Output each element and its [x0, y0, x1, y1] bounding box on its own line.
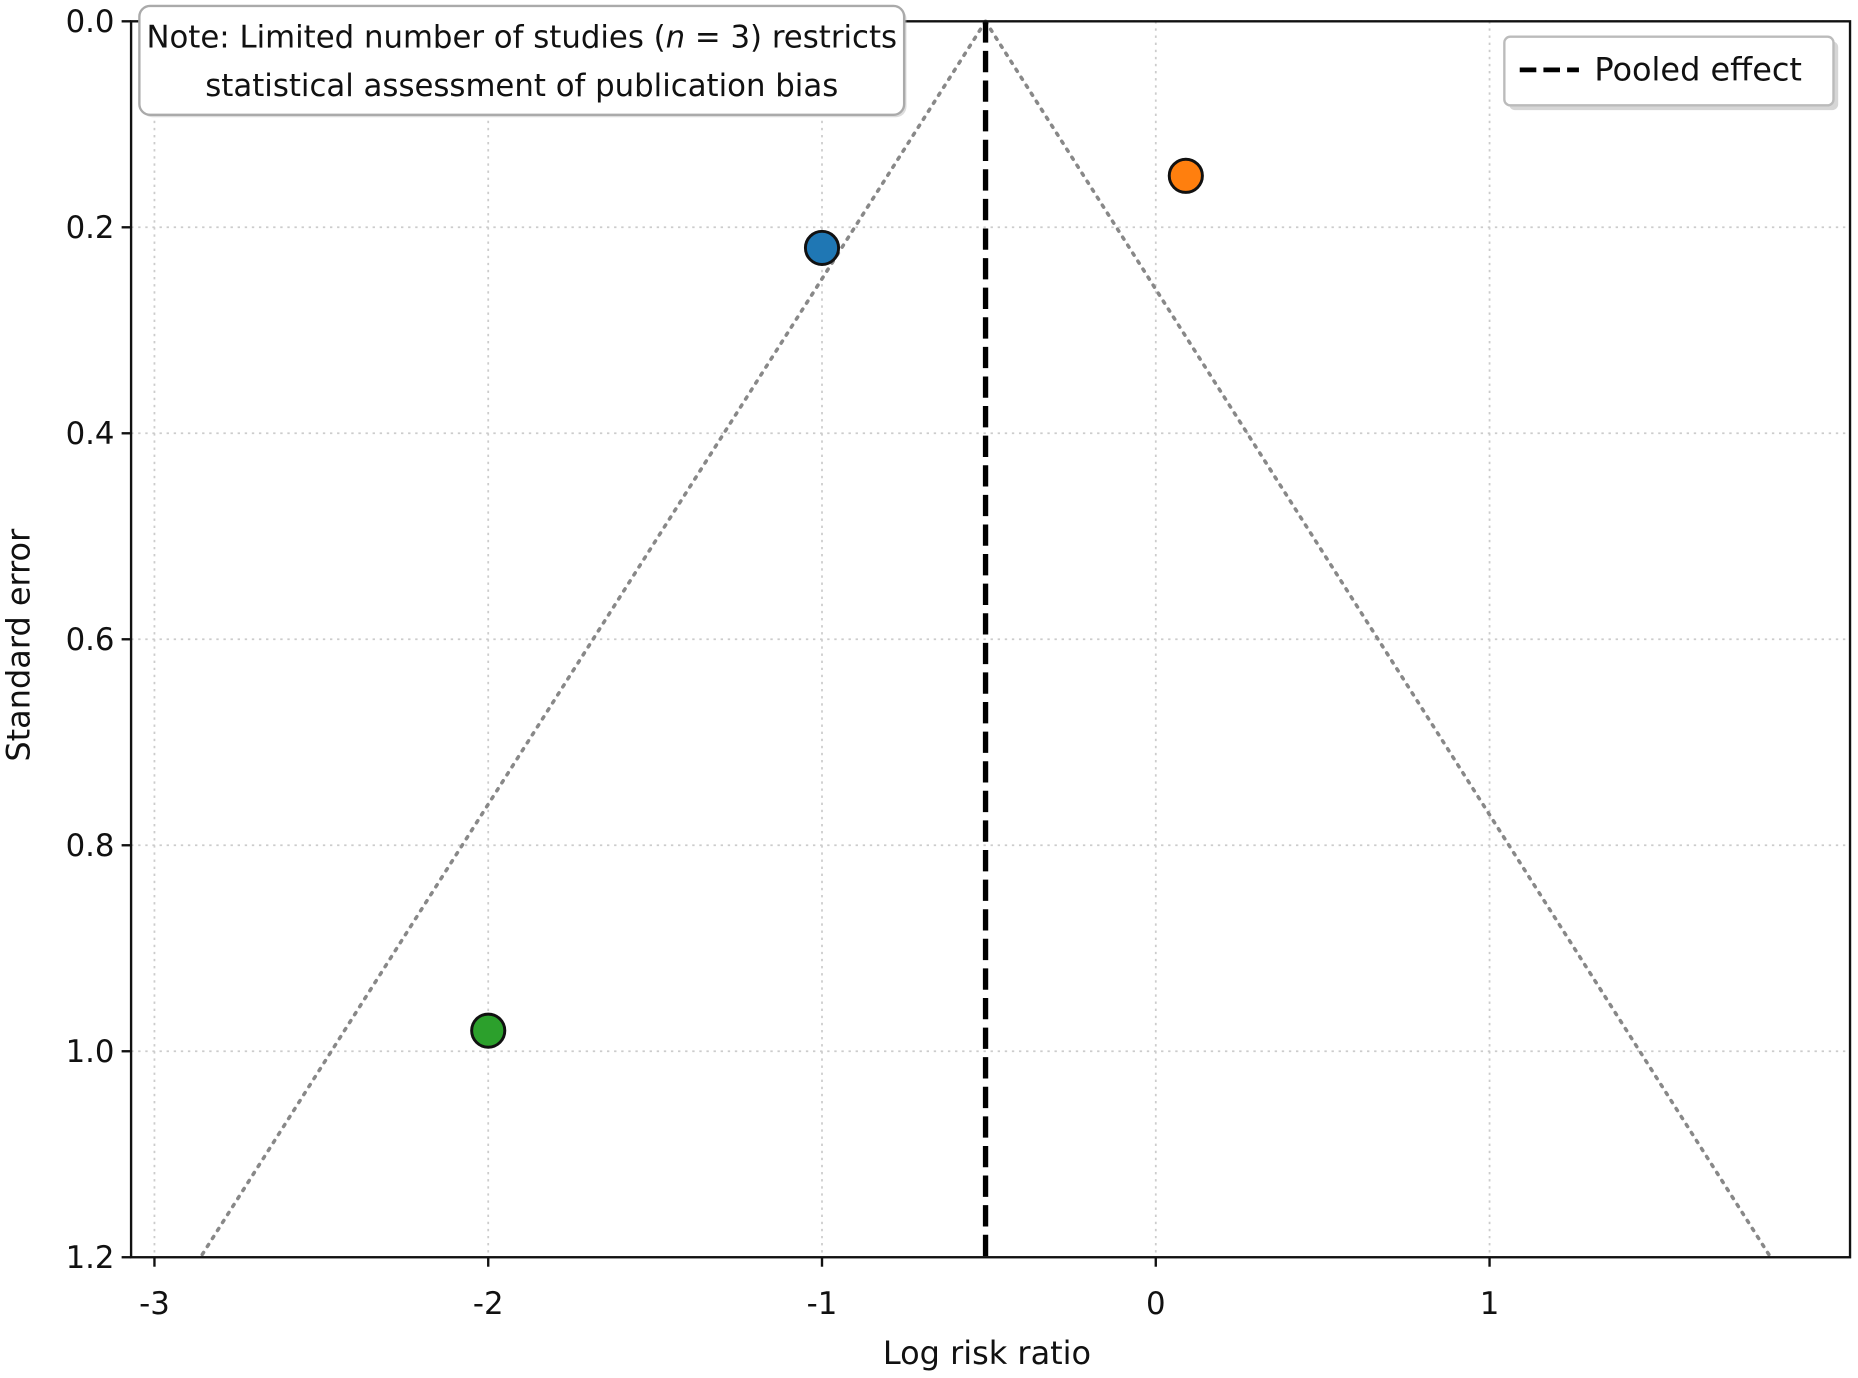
y-axis-label: Standard error	[0, 528, 37, 762]
study-point	[1167, 157, 1204, 194]
annotation-line-2: statistical assessment of publication bi…	[205, 68, 838, 104]
x-tick-label: -3	[139, 1286, 170, 1322]
y-tick-label: 0.2	[66, 210, 115, 246]
x-tick-label: 0	[1146, 1286, 1166, 1322]
y-tick-label: 0.6	[66, 622, 115, 658]
y-tick-label: 0.8	[66, 828, 115, 864]
x-ticks: -3 -2 -1 0 1	[139, 1257, 1499, 1322]
legend-label-pooled-effect: Pooled effect	[1594, 51, 1802, 89]
y-tick-label: 1.2	[66, 1240, 115, 1276]
funnel-lines	[198, 19, 1773, 1260]
y-tick-label: 1.0	[66, 1034, 115, 1070]
y-tick-label: 0.4	[66, 416, 115, 452]
annotation-line-1: Note: Limited number of studies (n = 3) …	[146, 19, 897, 55]
x-tick-label: -1	[807, 1286, 838, 1322]
grid	[131, 20, 1851, 1259]
funnel-right-line	[983, 19, 1773, 1260]
x-tick-label: -2	[473, 1286, 504, 1322]
annotation-box: Note: Limited number of studies (n = 3) …	[138, 4, 907, 118]
data-points	[470, 157, 1204, 1049]
y-tick-label: 0.0	[66, 4, 115, 40]
legend: Pooled effect	[1503, 35, 1839, 111]
y-ticks: 0.0 0.2 0.4 0.6 0.8 1.0 1.2	[66, 4, 132, 1276]
study-point	[803, 229, 841, 266]
funnel-left-line	[198, 19, 988, 1260]
study-point	[470, 1012, 507, 1049]
x-tick-label: 1	[1480, 1286, 1500, 1322]
x-axis-label: Log risk ratio	[883, 1334, 1091, 1372]
